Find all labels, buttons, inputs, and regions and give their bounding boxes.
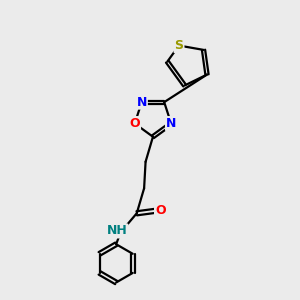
Text: N: N: [136, 96, 147, 109]
Text: S: S: [175, 39, 184, 52]
Text: O: O: [155, 204, 166, 217]
Text: NH: NH: [106, 224, 128, 238]
Text: N: N: [166, 117, 176, 130]
Text: O: O: [129, 117, 140, 130]
